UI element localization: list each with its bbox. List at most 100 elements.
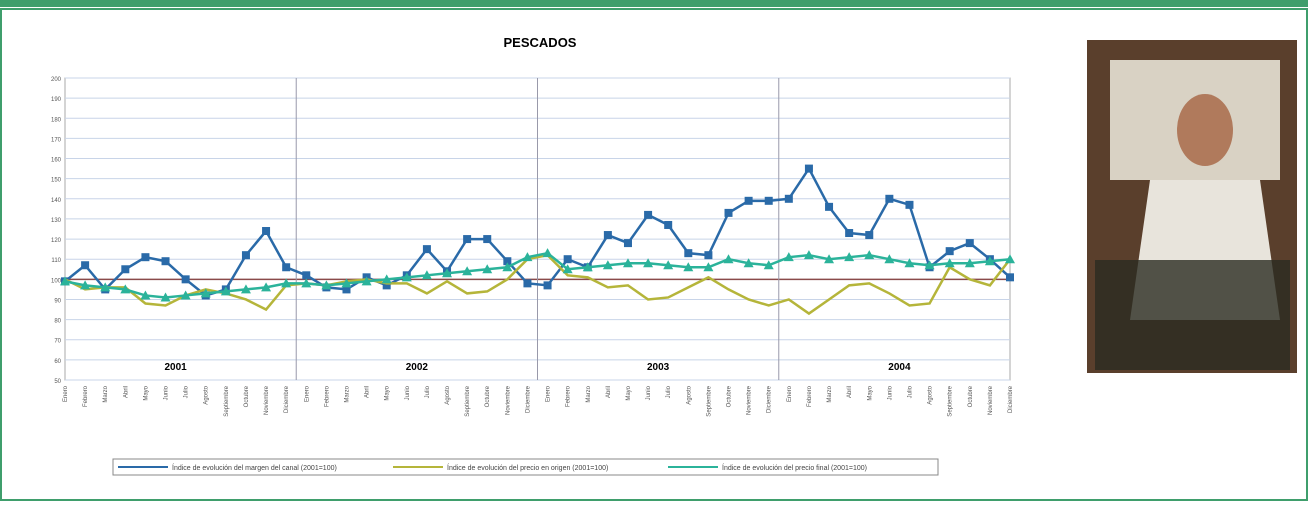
marker (81, 261, 89, 269)
y-tick-label: 110 (51, 258, 61, 264)
x-tick-label: Octubre (727, 385, 733, 407)
marker (805, 165, 813, 173)
marker (765, 197, 773, 205)
x-tick-label: Diciembre (525, 385, 531, 413)
x-tick-label: Junio (887, 385, 893, 400)
x-tick-label: Abril (365, 386, 371, 398)
x-tick-label: Agosto (204, 385, 210, 404)
legend-label: Índice de evolución del margen del canal… (172, 463, 337, 472)
marker (684, 249, 692, 257)
marker (845, 229, 853, 237)
marker (483, 235, 491, 243)
y-tick-label: 70 (54, 339, 61, 345)
chart-title: PESCADOS (504, 35, 577, 50)
marker (302, 271, 310, 279)
y-tick-label: 140 (51, 198, 62, 204)
y-tick-label: 80 (54, 319, 61, 325)
marker (644, 211, 652, 219)
photo-fish (1095, 260, 1290, 370)
chart: PESCADOS 5060708090100110120130140150160… (0, 0, 1308, 501)
x-tick-label: Marzo (344, 385, 350, 402)
y-tick-label: 100 (51, 278, 62, 284)
x-tick-label: Noviembre (988, 385, 994, 415)
x-tick-label: Mayo (385, 385, 391, 400)
marker (262, 227, 270, 235)
x-tick-label: Enero (546, 385, 552, 402)
x-tick-label: Junio (405, 385, 411, 400)
marker (704, 251, 712, 259)
legend-label: Índice de evolución del precio en origen… (447, 463, 608, 472)
top-bar (0, 0, 1308, 7)
marker (624, 239, 632, 247)
y-tick-label: 200 (51, 77, 62, 83)
marker (423, 245, 431, 253)
y-tick-label: 50 (54, 379, 61, 385)
x-tick-label: Febrero (807, 385, 813, 407)
x-tick-label: Septiembre (706, 385, 712, 416)
x-tick-label: Octubre (968, 385, 974, 407)
y-tick-label: 160 (51, 158, 62, 164)
marker (282, 263, 290, 271)
x-tick-label: Julio (425, 385, 431, 398)
x-tick-label: Julio (184, 385, 190, 398)
marker (463, 235, 471, 243)
x-tick-label: Agosto (445, 385, 451, 404)
x-tick-label: Marzo (103, 385, 109, 402)
x-tick-label: Mayo (143, 385, 149, 400)
x-tick-label: Septiembre (224, 385, 230, 416)
x-tick-label: Julio (666, 385, 672, 398)
x-tick-label: Agosto (928, 385, 934, 404)
x-tick-label: Octubre (485, 385, 491, 407)
photo-face (1177, 94, 1233, 166)
x-tick-label: Febrero (83, 385, 89, 407)
x-tick-label: Diciembre (1008, 385, 1014, 413)
y-tick-label: 180 (51, 117, 62, 123)
x-tick-label: Noviembre (505, 385, 511, 415)
x-tick-label: Septiembre (948, 385, 954, 416)
marker (725, 209, 733, 217)
y-tick-label: 170 (51, 137, 62, 143)
x-tick-label: Enero (787, 385, 793, 402)
marker (664, 221, 672, 229)
x-tick-label: Diciembre (767, 385, 773, 413)
year-label: 2003 (647, 362, 670, 373)
x-tick-label: Marzo (827, 385, 833, 402)
x-tick-label: Enero (63, 385, 69, 402)
marker (162, 257, 170, 265)
x-tick-label: Julio (907, 385, 913, 398)
x-tick-label: Marzo (586, 385, 592, 402)
marker (745, 197, 753, 205)
marker (946, 247, 954, 255)
marker (523, 279, 531, 287)
marker (785, 195, 793, 203)
x-tick-label: Abril (123, 386, 129, 398)
y-tick-label: 60 (54, 359, 61, 365)
x-tick-label: Agosto (686, 385, 692, 404)
x-tick-label: Diciembre (284, 385, 290, 413)
x-tick-label: Abril (606, 386, 612, 398)
marker (121, 265, 129, 273)
y-tick-label: 190 (51, 97, 62, 103)
x-tick-label: Noviembre (264, 385, 270, 415)
marker (604, 231, 612, 239)
y-tick-label: 90 (54, 298, 61, 304)
marker (242, 251, 250, 259)
x-tick-label: Septiembre (465, 385, 471, 416)
x-tick-label: Enero (304, 385, 310, 402)
page: PESCADOS 5060708090100110120130140150160… (0, 0, 1308, 506)
x-tick-label: Octubre (244, 385, 250, 407)
year-label: 2004 (888, 362, 911, 373)
x-tick-label: Noviembre (747, 385, 753, 415)
legend-label: Índice de evolución del precio final (20… (722, 463, 867, 472)
year-label: 2002 (406, 362, 429, 373)
marker (564, 255, 572, 263)
marker (1006, 273, 1014, 281)
marker (182, 275, 190, 283)
x-tick-label: Febrero (566, 385, 572, 407)
y-tick-label: 130 (51, 218, 62, 224)
marker (865, 231, 873, 239)
x-tick-label: Abril (847, 386, 853, 398)
marker (141, 253, 149, 261)
y-tick-label: 120 (51, 238, 62, 244)
x-tick-label: Mayo (626, 385, 632, 400)
